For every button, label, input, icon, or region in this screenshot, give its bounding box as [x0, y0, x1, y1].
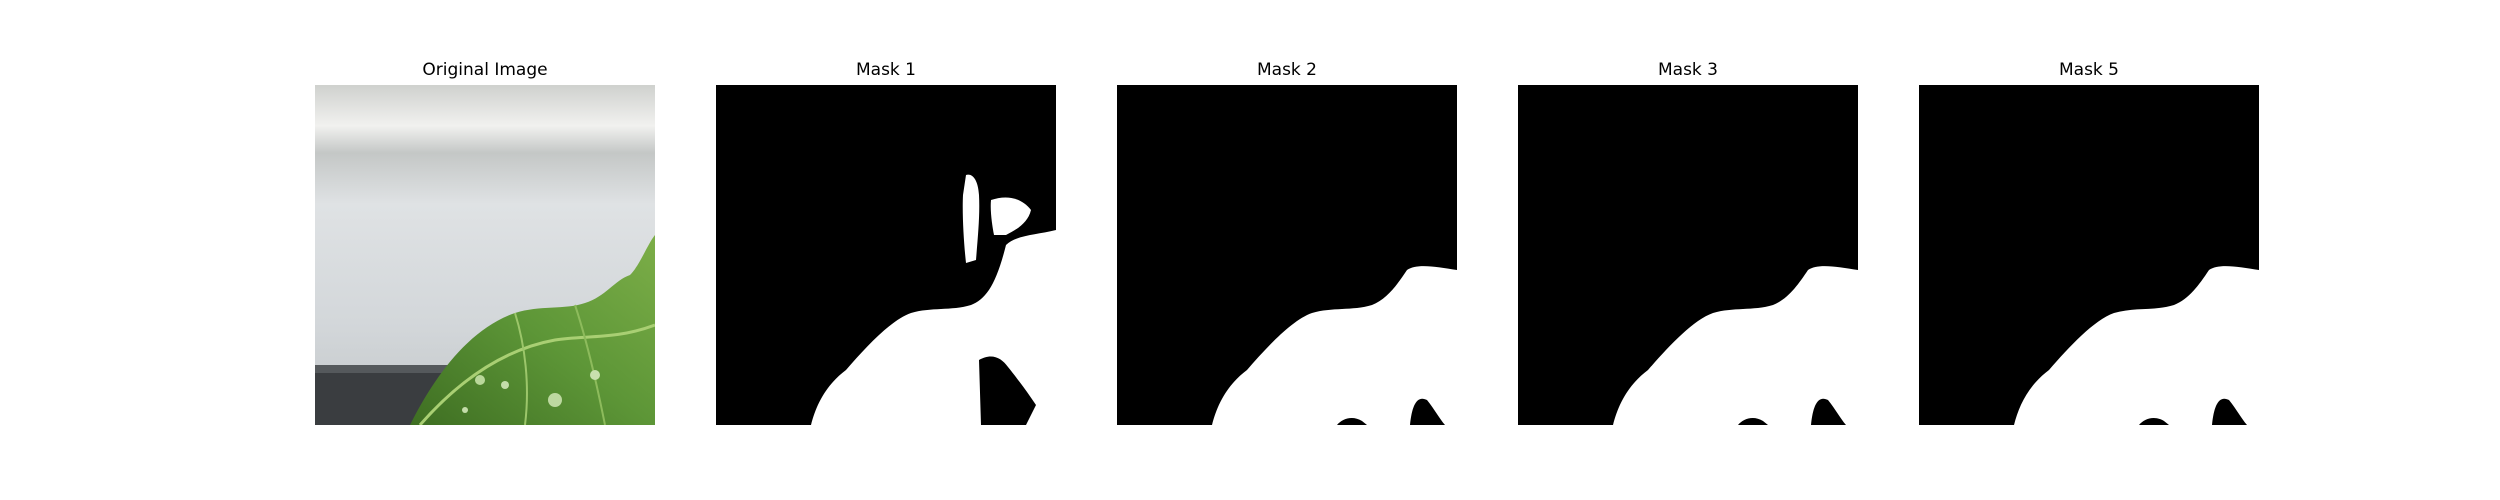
panel-title: Mask 2	[1256, 60, 1317, 80]
mask-1-image	[716, 85, 1056, 425]
panel-mask-3: Mask 3	[1518, 60, 1858, 425]
panel-mask-5: Mask 5	[1919, 60, 2259, 425]
panel-original-image: Original Image	[315, 60, 655, 425]
mask-5-image	[1919, 85, 2259, 425]
panel-mask-2: Mask 2	[1117, 60, 1457, 425]
panel-title: Original Image	[422, 60, 548, 80]
panel-mask-1: Mask 1	[716, 60, 1056, 425]
panel-title: Mask 3	[1657, 60, 1718, 80]
panel-title: Mask 1	[855, 60, 916, 80]
mask-3-image	[1518, 85, 1858, 425]
panel-title: Mask 5	[2058, 60, 2119, 80]
original-image	[315, 85, 655, 425]
mask-2-image	[1117, 85, 1457, 425]
